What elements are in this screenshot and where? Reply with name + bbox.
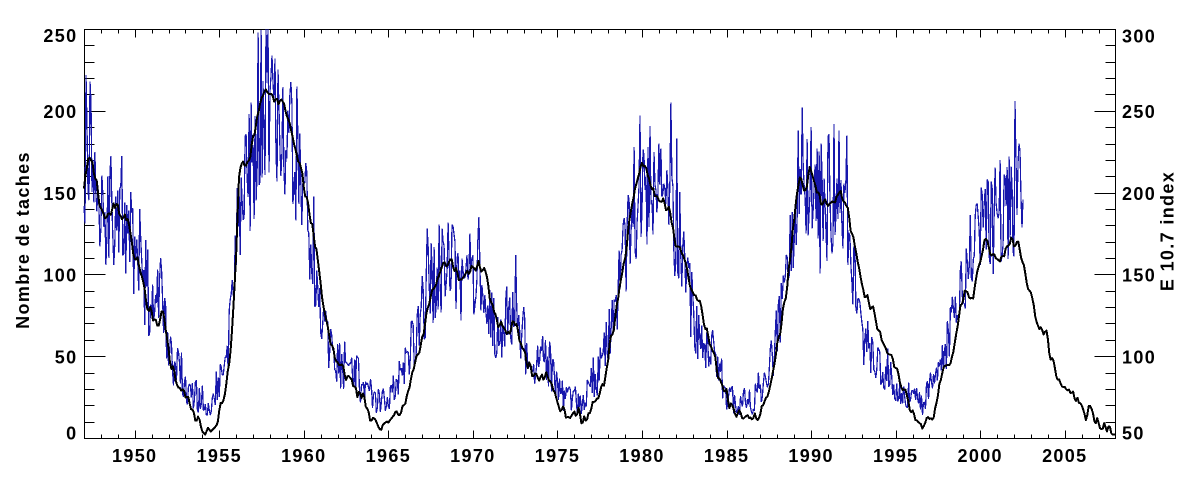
svg-text:250: 250 <box>43 26 77 46</box>
svg-text:200: 200 <box>43 102 77 122</box>
svg-text:1950: 1950 <box>112 446 157 466</box>
svg-text:1965: 1965 <box>366 446 411 466</box>
svg-text:1970: 1970 <box>450 446 495 466</box>
svg-text:1985: 1985 <box>704 446 749 466</box>
svg-text:100: 100 <box>1122 348 1156 368</box>
svg-text:1980: 1980 <box>619 446 664 466</box>
svg-text:150: 150 <box>43 184 77 204</box>
svg-text:300: 300 <box>1122 27 1156 47</box>
svg-text:1975: 1975 <box>535 446 580 466</box>
svg-text:200: 200 <box>1122 184 1156 204</box>
svg-text:1960: 1960 <box>281 446 326 466</box>
svg-text:2005: 2005 <box>1042 446 1087 466</box>
svg-text:1995: 1995 <box>873 446 918 466</box>
svg-text:1990: 1990 <box>788 446 833 466</box>
svg-text:0: 0 <box>66 424 77 444</box>
svg-text:E 10.7 index: E 10.7 index <box>1158 171 1178 291</box>
svg-text:100: 100 <box>43 266 77 286</box>
svg-text:150: 150 <box>1122 266 1156 286</box>
svg-text:1955: 1955 <box>197 446 242 466</box>
svg-text:Nombre de taches: Nombre de taches <box>13 151 33 329</box>
svg-text:50: 50 <box>55 348 78 368</box>
svg-text:250: 250 <box>1122 102 1156 122</box>
svg-text:50: 50 <box>1122 424 1145 444</box>
svg-text:2000: 2000 <box>957 446 1002 466</box>
